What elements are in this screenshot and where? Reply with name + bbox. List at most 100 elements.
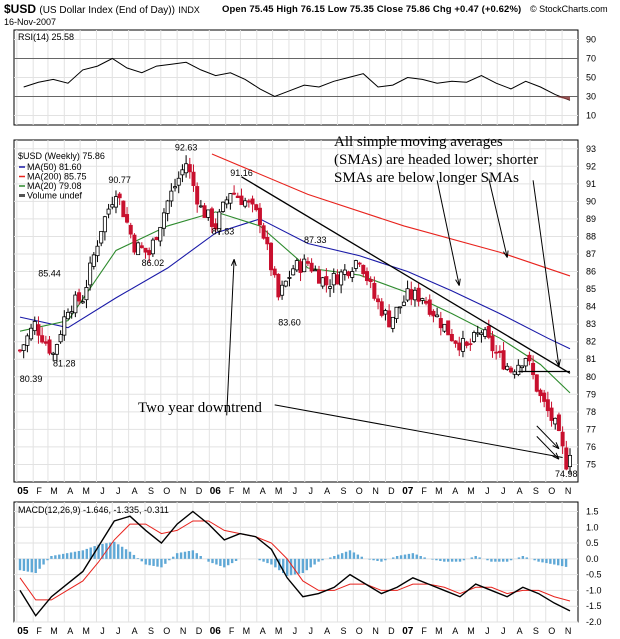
candle-up [302, 258, 307, 273]
macd-histogram-bar [26, 558, 30, 572]
macd-histogram-bar [376, 558, 379, 561]
candle-up [350, 271, 355, 278]
price-tick-label: 78 [586, 407, 596, 417]
macd-histogram-bar [317, 558, 320, 562]
candle-up [553, 417, 558, 425]
macd-histogram-bar [423, 557, 426, 559]
macd-histogram-bar [54, 555, 57, 559]
candle-down [121, 200, 126, 218]
candle-up [568, 454, 573, 468]
month-label: D [388, 486, 395, 496]
arrow-ma200 [488, 178, 508, 258]
macd-histogram-bar [395, 556, 399, 559]
month-label: M [275, 486, 283, 496]
candle-up [84, 287, 89, 301]
candle-up [287, 277, 292, 279]
candle-down [43, 341, 48, 344]
macd-histogram-bar [399, 555, 403, 559]
candle-up [483, 329, 488, 337]
candle-up [291, 268, 296, 276]
price-tick-label: 93 [586, 144, 596, 154]
macd-histogram-bar [270, 558, 273, 565]
legend-entry: MA(200) 85.75 [27, 172, 87, 182]
price-tick-label: 75 [586, 459, 596, 469]
macd-histogram-bar [470, 557, 473, 559]
candle-down [235, 195, 240, 199]
candle-up [198, 205, 203, 208]
candle-up [150, 239, 155, 255]
macd-histogram-bar [46, 558, 49, 561]
macd-histogram-bar [419, 556, 422, 559]
candle-up [283, 280, 288, 287]
rsi-tick-label: 50 [586, 73, 596, 83]
price-value-label: 86.02 [142, 258, 165, 268]
candle-up [224, 199, 229, 205]
macd-tick-label: 1.5 [586, 506, 599, 516]
candle-up [21, 344, 26, 351]
macd-histogram-bar [462, 558, 466, 561]
candle-down [431, 310, 436, 317]
macd-histogram-bar [443, 558, 446, 562]
macd-histogram-bar [557, 558, 560, 566]
candle-down [272, 268, 277, 276]
price-value-label: 80.39 [20, 374, 43, 384]
macd-histogram-bar [160, 558, 163, 568]
candle-down [545, 399, 550, 412]
candle-down [438, 318, 443, 329]
macd-tick-label: 0.0 [586, 554, 599, 564]
price-frame [13, 139, 579, 483]
month-label: M [82, 486, 90, 496]
month-label: N [372, 486, 379, 496]
month-label: J [485, 626, 490, 636]
candle-up [294, 260, 299, 271]
month-label: A [324, 626, 330, 636]
macd-histogram-bar [454, 558, 458, 562]
candle-down [357, 262, 362, 265]
candle-down [549, 407, 554, 421]
macd-histogram-bar [172, 556, 175, 559]
macd-signal-line [19, 520, 571, 602]
month-label: S [148, 486, 154, 496]
macd-histogram-bar [545, 558, 548, 564]
candle-up [353, 260, 358, 269]
macd-histogram-bar [344, 551, 348, 559]
month-label: S [533, 486, 539, 496]
macd-histogram-bar [89, 547, 92, 559]
month-label: M [50, 626, 58, 636]
candle-down [534, 374, 539, 392]
macd-histogram-bar [38, 558, 41, 569]
month-label: O [548, 626, 555, 636]
candle-down [464, 341, 469, 346]
candle-down [387, 310, 392, 328]
arrow-head [455, 278, 461, 286]
macd-histogram-bar [458, 558, 462, 562]
rsi-panel: 90 70 50 30 10 RSI(14) 25.58 [13, 29, 596, 126]
candle-up [73, 294, 78, 314]
candle-down [379, 301, 384, 316]
month-label: J [293, 626, 298, 636]
month-label: O [356, 626, 363, 636]
macd-histogram-bar [230, 558, 234, 564]
macd-histogram-bar [490, 558, 493, 562]
month-label: A [517, 486, 523, 496]
month-label: F [36, 486, 42, 496]
candle-down [202, 205, 207, 218]
candle-down [468, 343, 473, 346]
month-label: N [372, 626, 379, 636]
candle-down [276, 273, 281, 298]
price-value-label: 87.83 [212, 226, 235, 236]
ma-line-ma50 [19, 218, 571, 350]
macd-histogram-bar [266, 558, 269, 564]
candle-up [80, 301, 85, 304]
month-label: M [467, 626, 475, 636]
arrow-bottom [536, 436, 560, 460]
candle-up [206, 209, 211, 218]
year-label: 05 [17, 486, 29, 497]
candle-up [401, 301, 406, 306]
macd-histogram-bar [403, 554, 407, 559]
candle-down [453, 340, 458, 344]
macd-histogram-bar [120, 546, 124, 559]
macd-histogram-bar [156, 558, 159, 567]
rsi-oversold-fill [555, 96, 570, 101]
candle-down [409, 289, 414, 300]
